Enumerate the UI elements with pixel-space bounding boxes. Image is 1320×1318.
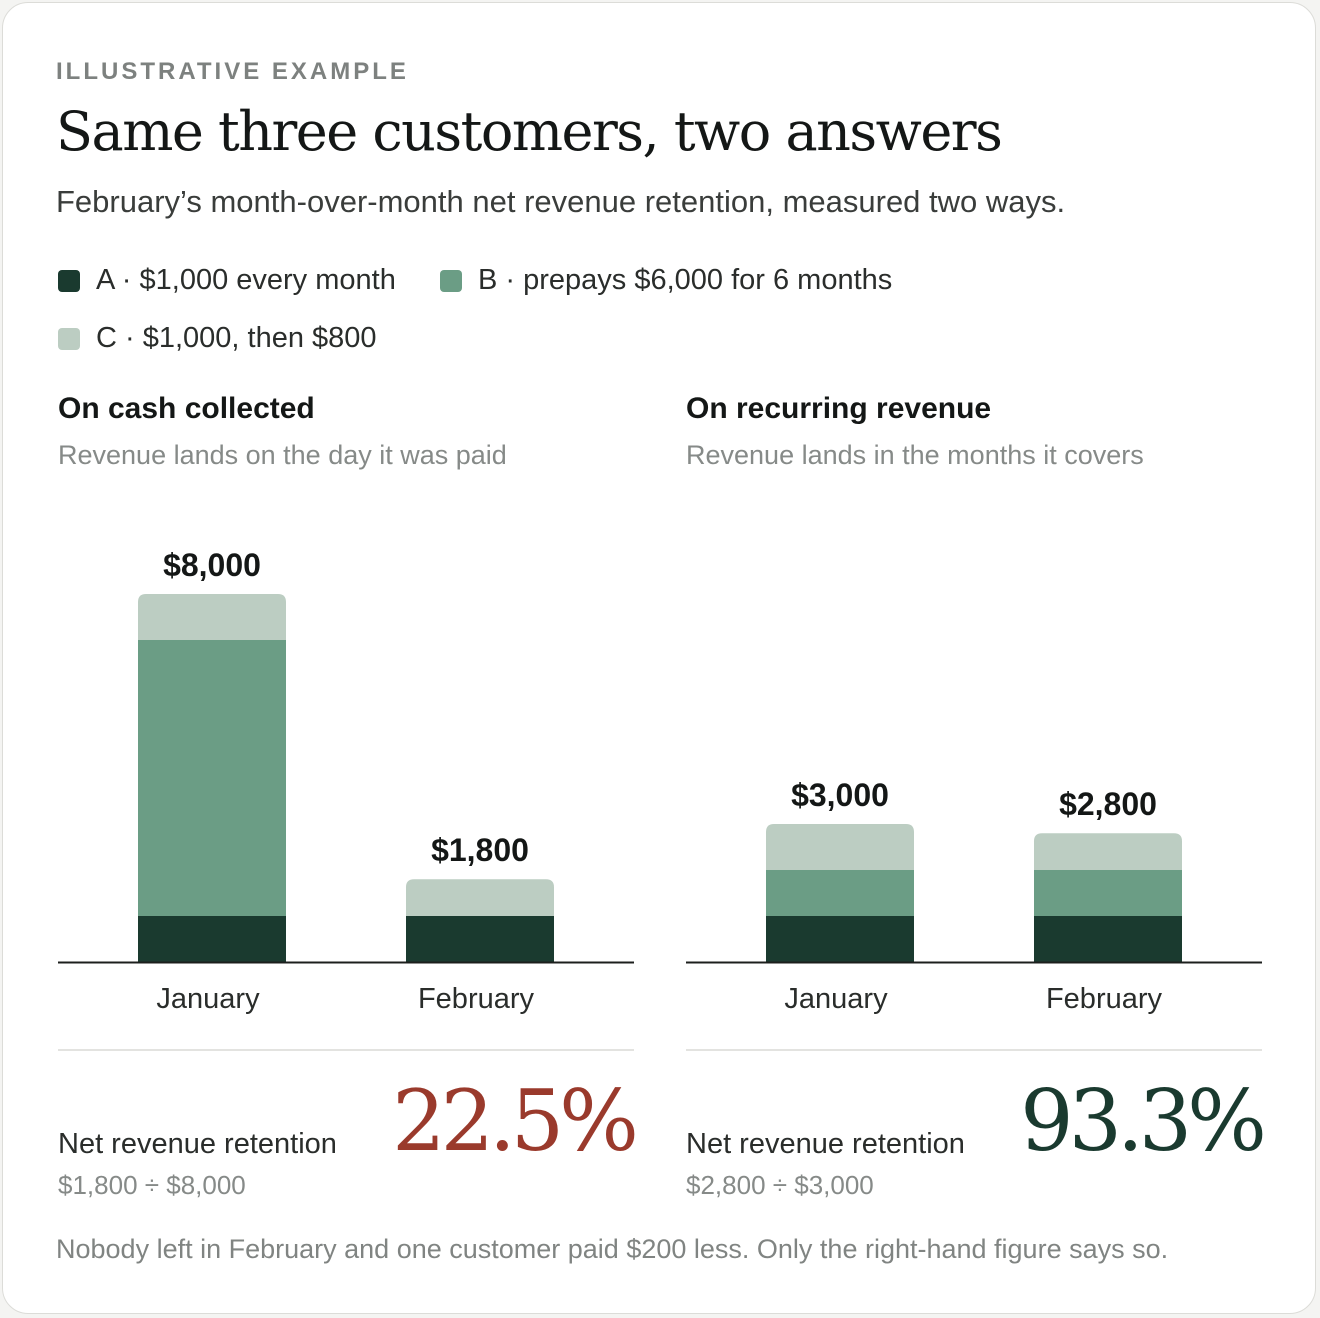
results-divider-right (686, 1049, 1262, 1051)
legend-label-a: A · $1,000 every month (96, 264, 396, 296)
eyebrow: ILLUSTRATIVE EXAMPLE (56, 58, 409, 85)
x-tick-label: February (1046, 983, 1163, 1015)
footnote: Nobody left in February and one customer… (56, 1234, 1169, 1264)
legend-swatch-a (58, 269, 80, 292)
nrr-value-recurring: 93.3% (1020, 1072, 1267, 1170)
legend-swatch-c (58, 327, 80, 350)
legend-item-a: A · $1,000 every month (58, 264, 396, 297)
bar-segment-recurring-january-c (766, 824, 914, 870)
legend-swatch-b (440, 269, 462, 292)
bar-total-label: $1,800 (431, 832, 529, 868)
nrr-formula-cash: $1,800 ÷ $8,000 (58, 1170, 246, 1200)
results-divider-left (58, 1049, 634, 1051)
bar-segment-recurring-february-a (1034, 916, 1182, 962)
nrr-formula-recurring: $2,800 ÷ $3,000 (686, 1170, 874, 1200)
x-tick-label: February (418, 983, 535, 1015)
bar-segment-recurring-february-b (1034, 870, 1182, 916)
bar-segment-cash-january-a (138, 916, 286, 962)
chart-subtitle: February’s month-over-month net revenue … (56, 184, 1066, 219)
legend-label-b: B · prepays $6,000 for 6 months (478, 264, 893, 296)
x-tick-label: January (156, 983, 260, 1015)
legend-item-c: C · $1,000, then $800 (58, 322, 377, 355)
bar-segment-cash-january-c (138, 594, 286, 640)
nrr-value-cash: 22.5% (392, 1072, 639, 1170)
bar-segment-cash-january-b (138, 640, 286, 916)
panel-subtitle-recurring: Revenue lands in the months it covers (686, 440, 1144, 470)
legend-label-c: C · $1,000, then $800 (96, 322, 377, 354)
bar-segment-recurring-january-b (766, 870, 914, 916)
panel-title-cash: On cash collected (58, 392, 315, 425)
bar-total-label: $8,000 (163, 547, 261, 583)
bar-segment-recurring-january-a (766, 916, 914, 962)
x-tick-label: January (784, 983, 888, 1015)
legend-item-b: B · prepays $6,000 for 6 months (440, 264, 892, 297)
chart-title: Same three customers, two answers (56, 100, 1003, 163)
bar-segment-cash-february-a (406, 916, 554, 962)
nrr-label-cash: Net revenue retention (58, 1128, 337, 1160)
bar-total-label: $2,800 (1059, 786, 1157, 822)
panel-subtitle-cash: Revenue lands on the day it was paid (58, 440, 507, 470)
bar-segment-recurring-february-c (1034, 833, 1182, 870)
nrr-label-recurring: Net revenue retention (686, 1128, 965, 1160)
bar-segment-cash-february-c (406, 879, 554, 916)
bar-total-label: $3,000 (791, 777, 889, 813)
panel-title-recurring: On recurring revenue (686, 392, 992, 425)
